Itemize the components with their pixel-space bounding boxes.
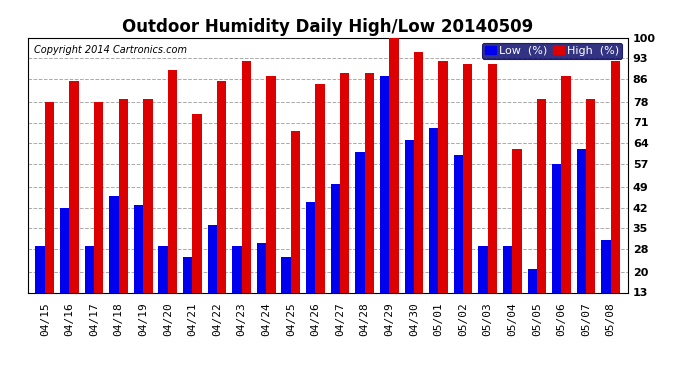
Bar xyxy=(193,114,201,331)
Bar xyxy=(208,225,217,331)
Bar xyxy=(306,202,315,331)
Bar xyxy=(528,269,537,331)
Bar xyxy=(217,81,226,331)
Bar xyxy=(463,64,473,331)
Bar xyxy=(241,61,251,331)
Bar xyxy=(85,246,94,331)
Bar xyxy=(70,81,79,331)
Bar xyxy=(586,99,595,331)
Bar xyxy=(183,257,193,331)
Bar xyxy=(266,76,275,331)
Bar xyxy=(331,184,340,331)
Bar xyxy=(454,155,463,331)
Bar xyxy=(380,76,389,331)
Title: Outdoor Humidity Daily High/Low 20140509: Outdoor Humidity Daily High/Low 20140509 xyxy=(122,18,533,36)
Bar xyxy=(109,196,119,331)
Bar xyxy=(414,52,423,331)
Bar xyxy=(488,64,497,331)
Bar xyxy=(340,73,349,331)
Bar xyxy=(404,140,414,331)
Bar xyxy=(478,246,488,331)
Bar xyxy=(537,99,546,331)
Legend: Low  (%), High  (%): Low (%), High (%) xyxy=(482,43,622,58)
Bar xyxy=(94,102,104,331)
Bar xyxy=(503,246,512,331)
Bar xyxy=(552,164,562,331)
Bar xyxy=(45,102,55,331)
Bar xyxy=(355,152,364,331)
Bar xyxy=(257,243,266,331)
Bar xyxy=(282,257,291,331)
Bar xyxy=(159,246,168,331)
Bar xyxy=(577,149,586,331)
Bar xyxy=(233,246,241,331)
Bar xyxy=(119,99,128,331)
Bar xyxy=(60,207,70,331)
Bar xyxy=(291,131,300,331)
Text: Copyright 2014 Cartronics.com: Copyright 2014 Cartronics.com xyxy=(34,45,186,55)
Bar xyxy=(601,240,611,331)
Bar xyxy=(315,84,325,331)
Bar xyxy=(512,149,522,331)
Bar xyxy=(144,99,152,331)
Bar xyxy=(429,128,438,331)
Bar xyxy=(562,76,571,331)
Bar xyxy=(364,73,374,331)
Bar xyxy=(35,246,45,331)
Bar xyxy=(438,61,448,331)
Bar xyxy=(611,61,620,331)
Bar xyxy=(168,70,177,331)
Bar xyxy=(389,38,399,331)
Bar xyxy=(134,205,144,331)
